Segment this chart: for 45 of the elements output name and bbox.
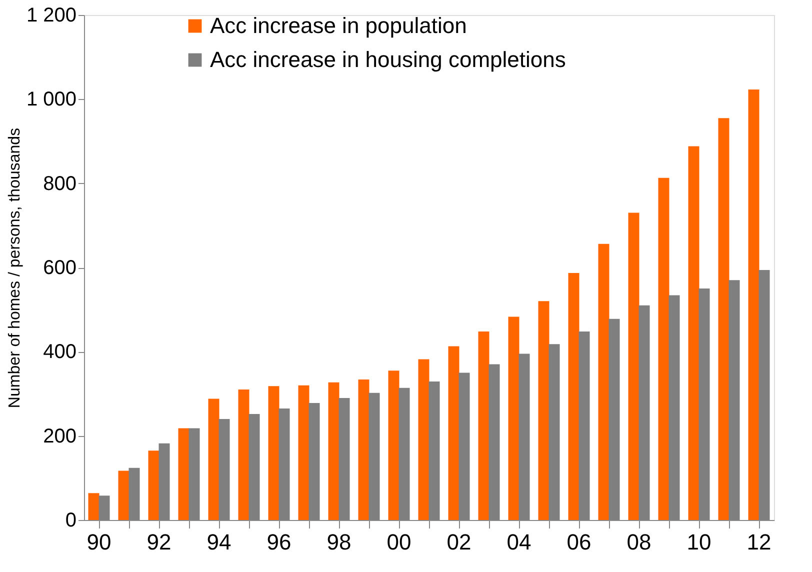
y-tick-label: 200	[43, 425, 76, 448]
bar	[148, 450, 160, 520]
x-tick-label: 08	[626, 530, 652, 554]
bar	[478, 331, 490, 520]
bar	[268, 386, 280, 520]
y-tick-label: 1 200	[26, 4, 76, 26]
bar	[328, 382, 340, 520]
bar	[418, 359, 430, 520]
bar	[538, 301, 550, 520]
x-tick-label: 04	[506, 530, 532, 554]
bar	[718, 118, 730, 520]
bar	[658, 178, 670, 520]
bar	[748, 89, 760, 520]
bar	[178, 428, 190, 520]
y-tick-label: 800	[43, 172, 76, 195]
bar	[508, 316, 520, 520]
x-tick-label: 12	[746, 530, 772, 554]
x-tick-label: 02	[446, 530, 472, 554]
bar	[598, 244, 610, 520]
bar	[298, 385, 310, 520]
x-tick-label: 00	[386, 530, 412, 554]
bar	[568, 272, 580, 520]
y-axis-title: Number of homes / persons, thousands	[6, 128, 24, 408]
x-tick-label: 96	[266, 530, 292, 554]
x-tick-label: 10	[686, 530, 712, 554]
bar	[238, 390, 250, 520]
y-tick-label: 1 000	[26, 88, 76, 111]
bar	[208, 398, 220, 520]
bar	[358, 379, 370, 520]
x-tick-label: 90	[86, 530, 112, 554]
x-tick-label: 92	[146, 530, 172, 554]
x-tick-label: 06	[566, 530, 592, 554]
legend-label: Acc increase in housing completions	[210, 47, 566, 72]
bar	[118, 470, 130, 520]
bar	[88, 493, 100, 520]
y-tick-label: 0	[65, 510, 76, 532]
y-tick-label: 600	[43, 257, 76, 279]
bar	[688, 146, 700, 520]
y-tick-label: 400	[43, 341, 76, 364]
x-tick-label: 98	[326, 530, 352, 554]
x-tick-label: 94	[206, 530, 232, 554]
bar	[628, 212, 640, 520]
legend-label: Acc increase in population	[210, 13, 467, 38]
bar	[448, 346, 460, 520]
bar	[388, 370, 400, 520]
